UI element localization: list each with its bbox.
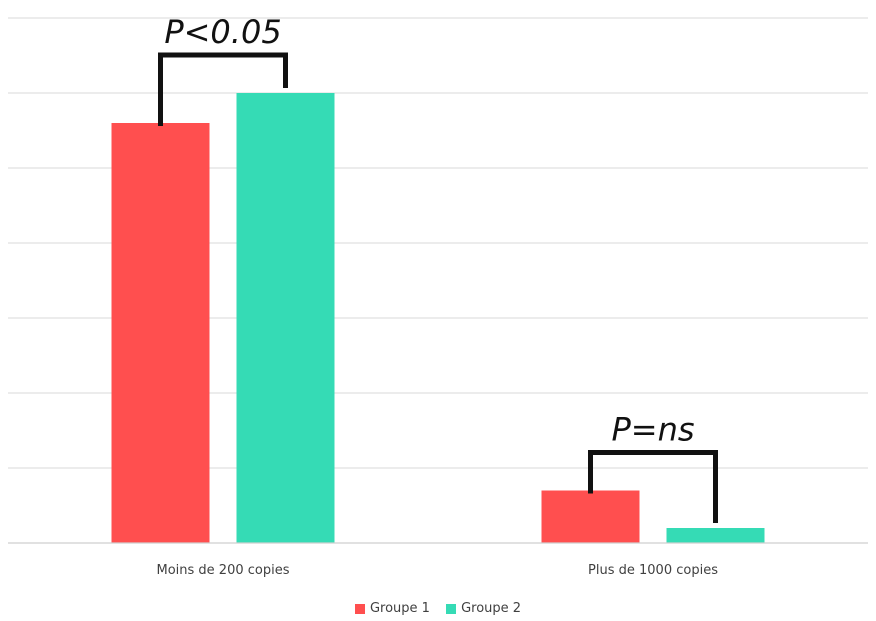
legend: Groupe 1 Groupe 2 — [0, 601, 876, 618]
bar-groupe-2-cat-0 — [236, 93, 335, 543]
bars — [111, 93, 765, 543]
significance-bracket — [588, 450, 718, 523]
significance-bracket — [158, 52, 288, 126]
legend-swatch-groupe-2 — [446, 603, 457, 614]
legend-item-groupe-2: Groupe 2 — [446, 601, 521, 616]
category-label: Moins de 200 copies — [157, 563, 290, 578]
legend-label-groupe-2: Groupe 2 — [461, 601, 522, 616]
significance-label: P=ns — [611, 411, 694, 449]
bar-groupe-1-cat-0 — [111, 123, 210, 543]
category-labels: Moins de 200 copies Plus de 1000 copies — [157, 563, 719, 578]
legend-item-groupe-1: Groupe 1 — [354, 601, 430, 616]
significance-label: P<0.05 — [164, 13, 281, 51]
legend-label-groupe-1: Groupe 1 — [369, 601, 430, 616]
bar-groupe-1-cat-1 — [541, 490, 640, 543]
significance-annotations: P<0.05 P=ns — [158, 13, 718, 523]
bar-groupe-2-cat-1 — [666, 528, 765, 543]
legend-swatch-groupe-1 — [354, 603, 365, 614]
category-label: Plus de 1000 copies — [588, 563, 718, 578]
